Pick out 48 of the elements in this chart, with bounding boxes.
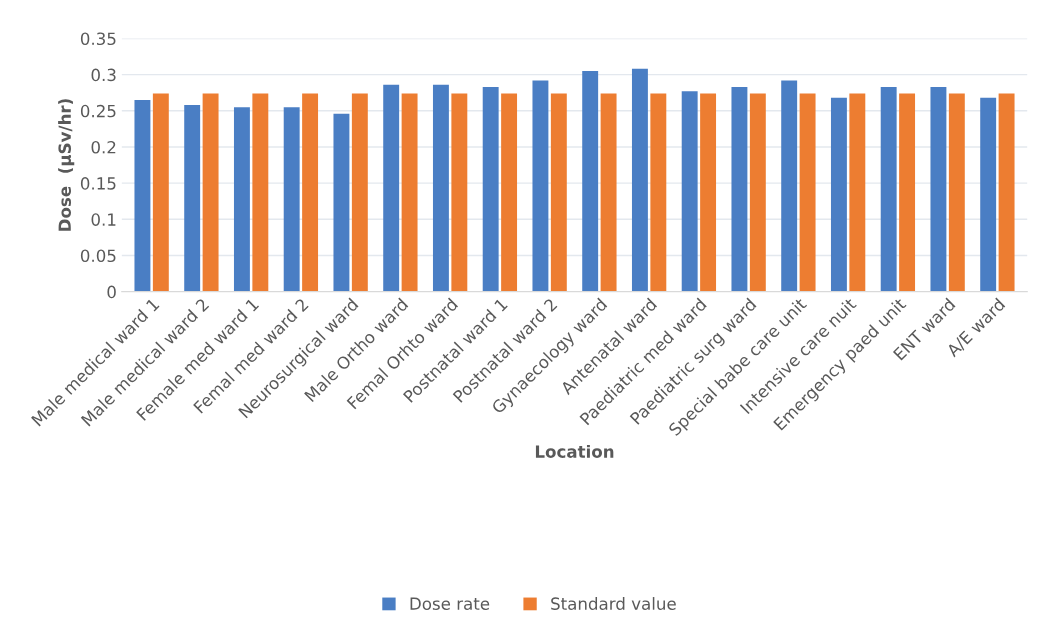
x-axis-title: Location bbox=[535, 444, 614, 458]
bar bbox=[650, 93, 667, 292]
bar bbox=[252, 93, 269, 292]
bar bbox=[880, 86, 897, 292]
bar bbox=[899, 93, 916, 292]
bar bbox=[550, 93, 567, 292]
bar bbox=[333, 113, 350, 292]
y-tick-label: 0.05 bbox=[80, 249, 116, 263]
y-tick-label: 0.35 bbox=[80, 32, 116, 46]
y-tick-label: 0.2 bbox=[91, 140, 116, 154]
bar bbox=[830, 97, 847, 292]
bar bbox=[681, 91, 698, 292]
bar bbox=[998, 93, 1015, 292]
bar bbox=[731, 86, 748, 292]
bar bbox=[482, 86, 499, 292]
bar bbox=[781, 80, 798, 292]
bar bbox=[799, 93, 816, 292]
bar bbox=[184, 105, 201, 292]
y-tick-label: 0.1 bbox=[91, 213, 116, 226]
y-axis-title: Dose (µSv/hr) bbox=[58, 99, 75, 231]
y-tick-label: 0 bbox=[107, 285, 116, 299]
bar bbox=[948, 93, 965, 292]
legend-label: Standard value bbox=[551, 597, 676, 610]
bar bbox=[283, 107, 300, 292]
y-tick-label: 0.25 bbox=[80, 104, 116, 118]
bar bbox=[631, 68, 648, 292]
y-tick-label: 0.3 bbox=[91, 68, 116, 82]
bar bbox=[501, 93, 518, 292]
bar bbox=[849, 93, 866, 292]
bar bbox=[302, 93, 319, 292]
bar bbox=[202, 93, 219, 292]
bar bbox=[451, 93, 468, 292]
bar bbox=[700, 93, 717, 292]
legend-label: Dose rate bbox=[410, 597, 490, 610]
bar bbox=[401, 93, 418, 292]
bar bbox=[532, 80, 549, 292]
bar bbox=[152, 93, 169, 292]
bar bbox=[351, 93, 368, 292]
bar bbox=[600, 93, 617, 292]
bar bbox=[980, 97, 997, 292]
bar bbox=[383, 84, 400, 292]
bar bbox=[134, 99, 151, 292]
bar bbox=[432, 84, 449, 292]
bar bbox=[582, 71, 599, 292]
bar bbox=[749, 93, 766, 292]
bar bbox=[930, 86, 947, 292]
y-tick-label: 0.15 bbox=[80, 177, 116, 190]
bar bbox=[233, 107, 250, 292]
